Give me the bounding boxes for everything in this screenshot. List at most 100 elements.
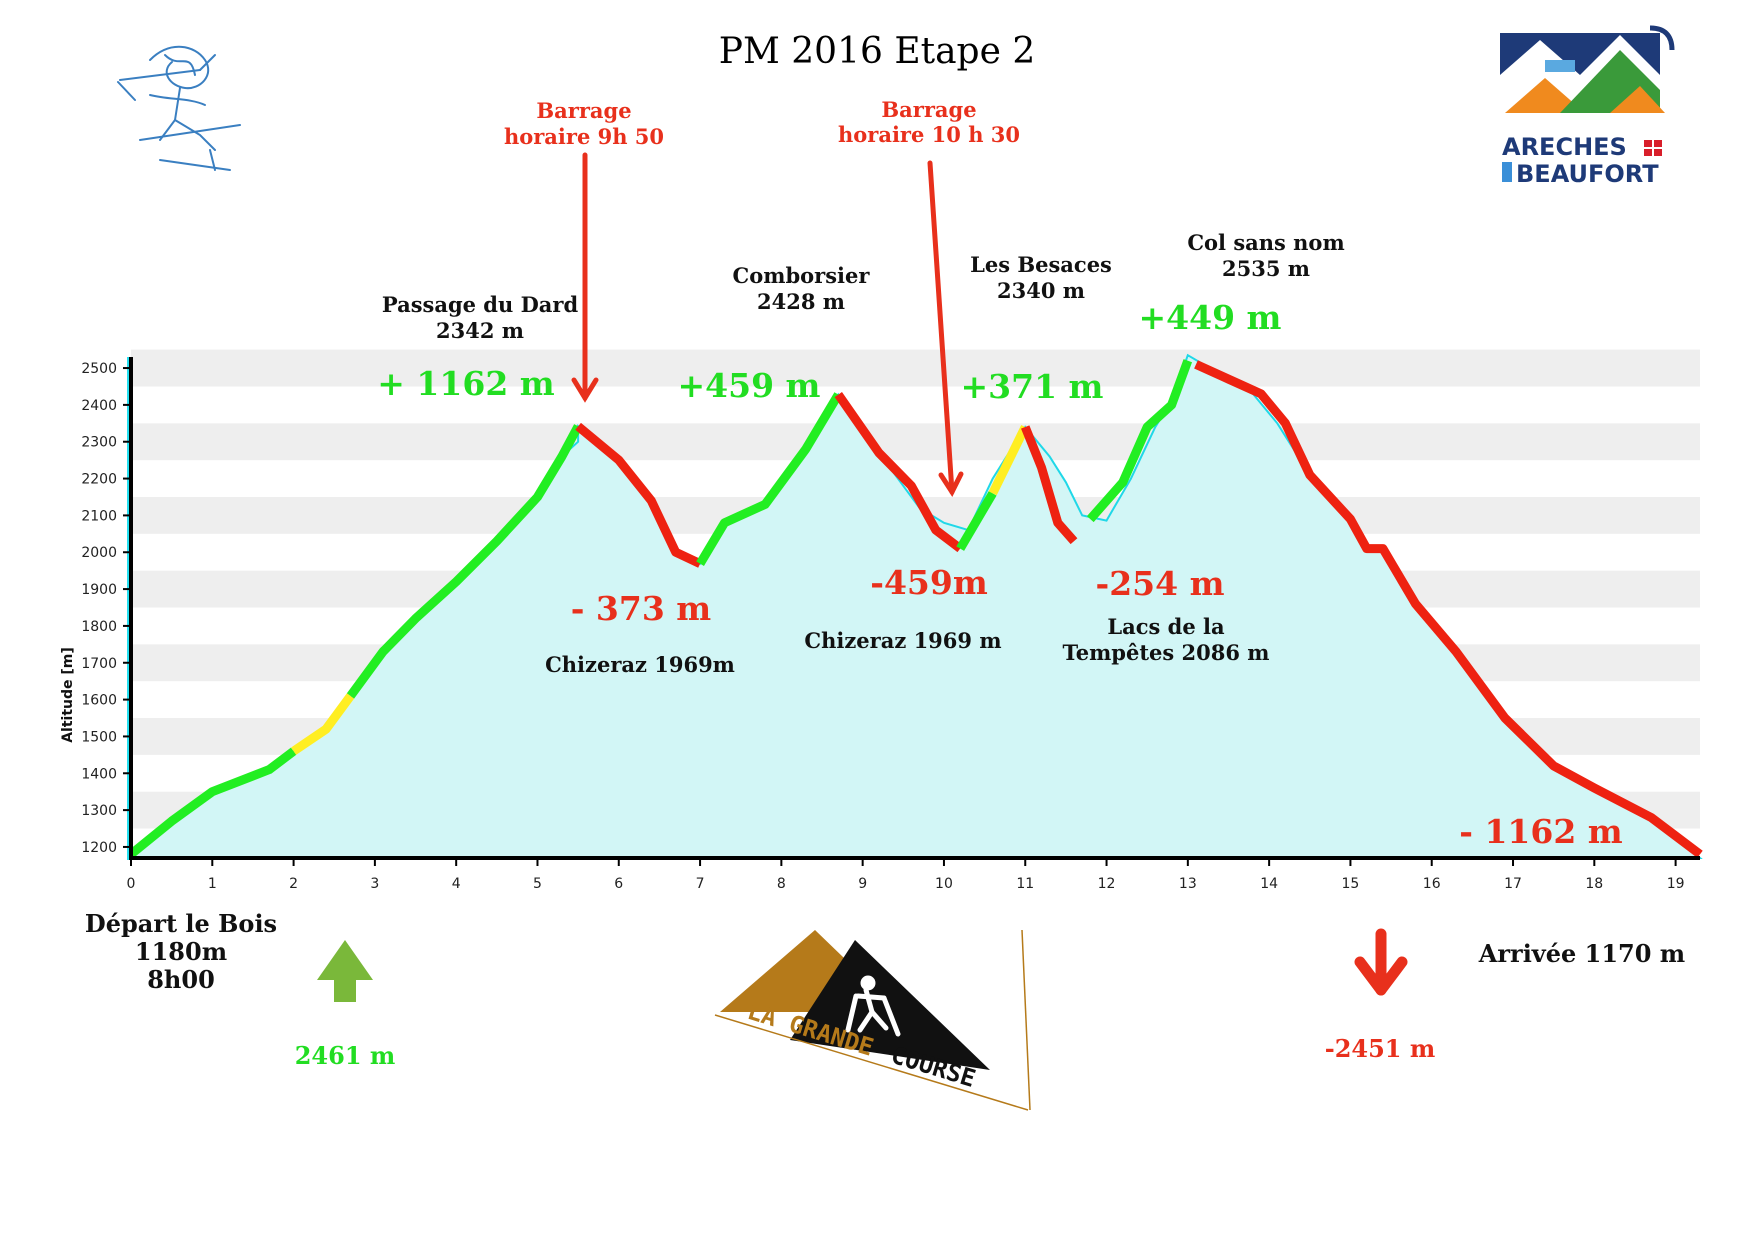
barrage-arrow — [927, 160, 964, 498]
svg-text:Tempêtes 2086 m: Tempêtes 2086 m — [1062, 640, 1269, 665]
y-tick-label: 1500 — [81, 729, 117, 745]
start-label: Départ le Bois 1180m 8h00 — [85, 909, 277, 994]
x-tick-label: 19 — [1667, 876, 1685, 892]
trace-segment — [1021, 425, 1078, 545]
svg-text:Chizeraz 1969m: Chizeraz 1969m — [545, 652, 735, 677]
x-tick-label: 5 — [533, 876, 542, 892]
chart-title: PM 2016 Etape 2 — [719, 31, 1036, 72]
x-tick-label: 6 — [614, 876, 623, 892]
x-tick-label: 9 — [858, 876, 867, 892]
y-tick-label: 2500 — [81, 361, 117, 377]
gain-label: +371 m — [961, 367, 1104, 406]
svg-text:horaire 9h 50: horaire 9h 50 — [504, 124, 664, 149]
loss-label: -459m — [870, 563, 988, 602]
la-grande-course-logo: LA GRANDE COURSE — [714, 929, 1031, 1111]
y-tick-label: 1700 — [81, 656, 117, 672]
svg-text:2340 m: 2340 m — [997, 278, 1085, 303]
y-tick-label: 1800 — [81, 619, 117, 635]
y-tick-label: 2100 — [81, 508, 117, 524]
total-loss: -2451 m — [1325, 1034, 1436, 1063]
svg-text:2342 m: 2342 m — [436, 318, 524, 343]
trace-segment — [128, 747, 297, 858]
trace-segment — [988, 425, 1030, 496]
x-tick-label: 11 — [1016, 876, 1034, 892]
svg-text:2428 m: 2428 m — [757, 289, 845, 314]
y-tick-label: 2400 — [81, 398, 117, 414]
x-tick-label: 1 — [208, 876, 217, 892]
svg-text:Chizeraz 1969 m: Chizeraz 1969 m — [804, 628, 1001, 653]
summit-label: Comborsier 2428 m — [733, 263, 871, 314]
svg-text:2535 m: 2535 m — [1222, 256, 1310, 281]
svg-text:Les Besaces: Les Besaces — [970, 252, 1112, 277]
trace-segment — [346, 424, 583, 699]
trace-segment — [834, 392, 963, 553]
trace-segment — [956, 491, 997, 551]
gain-label: +449 m — [1139, 298, 1282, 337]
trace-segment — [1086, 359, 1193, 523]
gain-label: +459 m — [678, 366, 821, 405]
loss-label: - 1162 m — [1459, 812, 1623, 851]
grid-band — [131, 423, 1700, 461]
trace-segment — [1194, 360, 1703, 858]
y-tick-label: 1400 — [81, 766, 117, 782]
x-tick-label: 13 — [1179, 876, 1197, 892]
brand-line-2: BEAUFORT — [1516, 160, 1659, 188]
finish-label: Arrivée 1170 m — [1478, 939, 1685, 968]
y-tick-label: 1900 — [81, 582, 117, 598]
barrage-arrow — [571, 152, 599, 403]
trace-segment — [291, 693, 355, 755]
svg-text:Comborsier: Comborsier — [733, 263, 871, 288]
summit-label: Col sans nom 2535 m — [1187, 230, 1344, 281]
areches-beaufort-logo: ARECHES BEAUFORT — [1500, 25, 1675, 188]
grid-band — [131, 349, 1700, 387]
trace-segment — [696, 392, 843, 567]
x-tick-label: 15 — [1342, 876, 1360, 892]
svg-text:horaire 10 h 30: horaire 10 h 30 — [838, 122, 1020, 147]
x-tick-label: 14 — [1260, 876, 1278, 892]
x-tick-label: 7 — [696, 876, 705, 892]
barrage-note: Barrage horaire 9h 50 — [504, 98, 664, 149]
y-tick-label: 1600 — [81, 693, 117, 709]
svg-text:1180m: 1180m — [135, 937, 227, 966]
barrage-note: Barrage horaire 10 h 30 — [838, 97, 1020, 147]
x-tick-label: 17 — [1504, 876, 1522, 892]
loss-label: -254 m — [1096, 564, 1225, 603]
y-axis-label: Altitude [m] — [60, 647, 76, 743]
brand-line-1: ARECHES — [1502, 133, 1627, 161]
summit-label: Les Besaces 2340 m — [970, 252, 1112, 303]
svg-text:Barrage: Barrage — [536, 98, 631, 123]
x-tick-label: 18 — [1585, 876, 1603, 892]
y-axis-ticks: 1200 1300 1400 1500 1600 1700 1800 1900 2000 2100… — [81, 361, 131, 856]
gain-label: + 1162 m — [377, 364, 554, 403]
svg-text:Col sans nom: Col sans nom — [1187, 230, 1344, 255]
loss-label: - 373 m — [571, 589, 712, 628]
y-tick-label: 2300 — [81, 435, 117, 451]
valley-label: Chizeraz 1969 m — [804, 628, 1001, 653]
svg-text:8h00: 8h00 — [147, 965, 215, 994]
trace-segment — [575, 422, 703, 568]
x-tick-label: 8 — [777, 876, 786, 892]
profile-trace — [128, 359, 1703, 858]
x-tick-label: 3 — [370, 876, 379, 892]
arrow-up-icon — [317, 940, 373, 1002]
x-tick-label: 4 — [452, 876, 461, 892]
y-tick-label: 1200 — [81, 840, 117, 856]
arrow-down-icon — [1354, 928, 1408, 996]
x-tick-label: 2 — [289, 876, 298, 892]
total-gain: 2461 m — [295, 1041, 396, 1070]
y-tick-label: 2200 — [81, 472, 117, 488]
y-tick-label: 1300 — [81, 803, 117, 819]
x-tick-label: 16 — [1423, 876, 1441, 892]
x-tick-label: 0 — [127, 876, 136, 892]
svg-text:Passage du Dard: Passage du Dard — [382, 292, 579, 317]
valley-label: Lacs de la Tempêtes 2086 m — [1062, 614, 1269, 665]
x-axis-ticks: 0 1 2 3 4 5 6 7 8 9 10 11 12 13 14 15 16 17 18 19 — [127, 858, 1685, 892]
summit-label: Passage du Dard 2342 m — [382, 292, 579, 343]
skier-sketch-logo — [117, 45, 241, 171]
y-tick-label: 2000 — [81, 545, 117, 561]
valley-label: Chizeraz 1969m — [545, 652, 735, 677]
svg-text:Barrage: Barrage — [881, 97, 976, 122]
svg-text:Lacs de la: Lacs de la — [1107, 614, 1225, 639]
svg-text:Départ le Bois: Départ le Bois — [85, 909, 277, 938]
